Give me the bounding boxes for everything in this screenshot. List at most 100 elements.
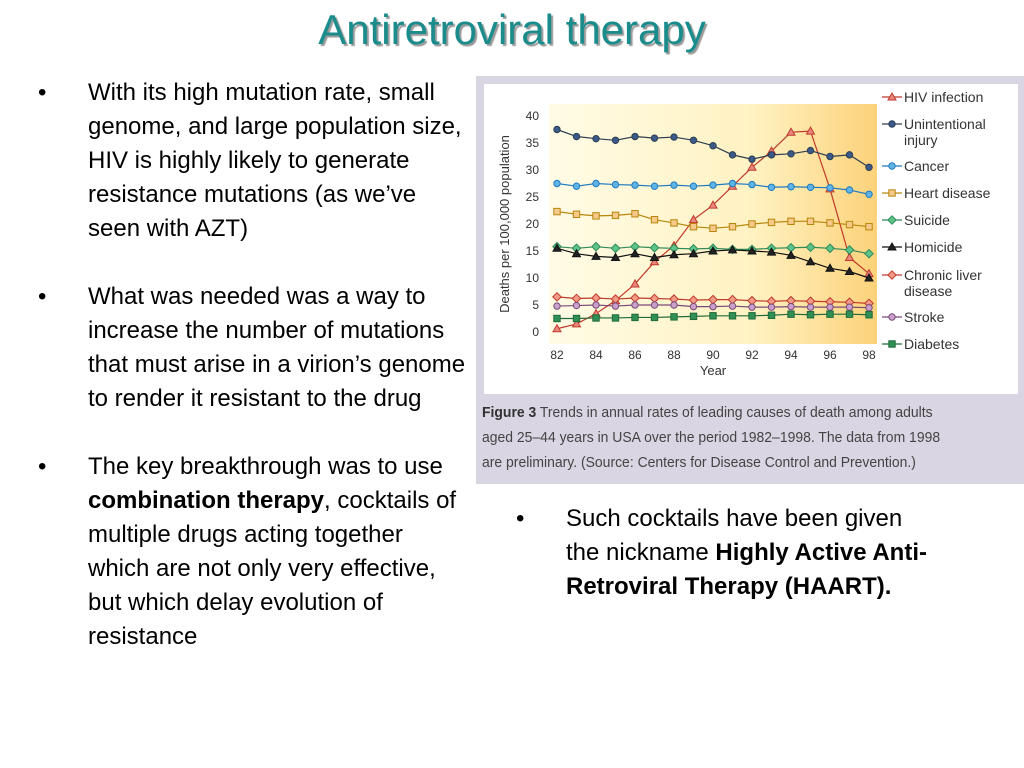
data-point	[747, 162, 757, 171]
data-point	[572, 314, 581, 323]
caption-text: Trends in annual rates of leading causes…	[482, 404, 941, 471]
data-point	[572, 210, 581, 218]
figure-caption: Figure 3 Trends in annual rates of leadi…	[482, 400, 956, 475]
bullet-item: • What was needed was a way to increase t…	[30, 280, 470, 416]
data-point	[552, 323, 562, 333]
data-point	[571, 248, 582, 258]
data-point	[630, 278, 640, 288]
data-point	[611, 211, 620, 220]
legend-marker	[887, 215, 897, 225]
data-point	[728, 179, 737, 188]
y-tick-label: 40	[526, 109, 540, 123]
data-point	[592, 134, 600, 143]
data-point	[631, 301, 639, 309]
y-tick-label: 0	[532, 325, 539, 339]
data-point	[865, 190, 873, 199]
data-point	[845, 151, 854, 159]
data-point	[787, 150, 795, 158]
series-stroke	[553, 301, 873, 312]
data-point	[825, 243, 835, 254]
bullet-text: With its high mutation rate, small genom…	[88, 79, 462, 242]
data-point	[748, 180, 756, 189]
data-point	[553, 207, 561, 216]
data-point	[650, 182, 659, 190]
data-point	[572, 132, 581, 141]
legend-marker	[888, 120, 896, 128]
data-point	[670, 219, 678, 227]
data-point	[572, 182, 581, 190]
y-tick-label: 5	[532, 298, 539, 312]
x-axis-label: Year	[700, 363, 727, 378]
data-point	[826, 184, 834, 192]
data-point	[806, 311, 815, 319]
legend-label: Diabetes	[904, 336, 959, 352]
data-point	[709, 181, 717, 189]
bullet-marker: •	[38, 453, 47, 480]
legend-marker	[887, 91, 897, 101]
legend-label: Stroke	[904, 309, 945, 325]
data-point	[864, 248, 874, 259]
legend-label: Cancer	[904, 158, 949, 174]
data-point	[553, 179, 561, 188]
data-point	[787, 183, 795, 191]
data-point	[592, 301, 600, 309]
data-point	[825, 263, 835, 272]
data-point	[592, 314, 600, 322]
data-point	[669, 249, 679, 259]
y-tick-label: 10	[526, 271, 540, 285]
x-tick-label: 96	[823, 348, 837, 362]
legend-marker	[888, 162, 896, 170]
legend-marker	[888, 313, 896, 321]
data-point	[649, 252, 660, 261]
data-point	[805, 126, 816, 135]
bullet-marker: •	[516, 505, 525, 532]
y-tick-label: 20	[526, 217, 540, 231]
data-point	[805, 242, 816, 253]
legend-label: Heart disease	[904, 185, 991, 201]
data-point	[826, 310, 834, 318]
data-point	[649, 256, 660, 266]
series-heart-disease	[553, 207, 873, 233]
data-point	[689, 312, 698, 321]
data-point	[845, 186, 854, 194]
bullet-bold-text: combination therapy	[88, 487, 325, 514]
legend-entry: Stroke	[882, 309, 945, 325]
x-tick-label: 92	[745, 348, 759, 362]
x-tick-label: 84	[589, 348, 603, 362]
legend-label: injury	[904, 132, 937, 148]
legend-label: HIV infection	[904, 89, 983, 105]
data-point	[610, 252, 621, 261]
data-point	[747, 245, 757, 255]
data-point	[748, 312, 756, 320]
series-homicide	[552, 243, 874, 282]
x-tick-label: 94	[784, 348, 798, 362]
data-point	[806, 217, 815, 226]
data-point	[806, 303, 815, 311]
data-point	[767, 311, 776, 319]
data-point	[844, 252, 855, 261]
data-point	[650, 301, 659, 309]
data-point	[767, 183, 776, 191]
data-point	[591, 241, 601, 252]
data-point	[553, 314, 561, 323]
data-point	[865, 163, 873, 172]
legend-label: Suicide	[904, 212, 950, 228]
series-unintentional-injury	[553, 125, 873, 172]
bullet-marker: •	[38, 283, 47, 310]
data-point	[631, 313, 639, 322]
data-point	[650, 313, 659, 322]
data-point	[865, 223, 873, 231]
data-point	[611, 302, 620, 310]
data-point	[728, 151, 737, 159]
data-point	[787, 310, 795, 318]
y-tick-label: 15	[526, 244, 540, 258]
right-bullet-list: • Such cocktails have been given the nick…	[508, 502, 928, 604]
data-point	[631, 132, 639, 141]
data-point	[611, 314, 620, 322]
legend-entry: HIV infection	[882, 89, 983, 105]
data-point	[650, 215, 659, 224]
data-point	[728, 312, 737, 320]
data-point	[787, 217, 795, 226]
